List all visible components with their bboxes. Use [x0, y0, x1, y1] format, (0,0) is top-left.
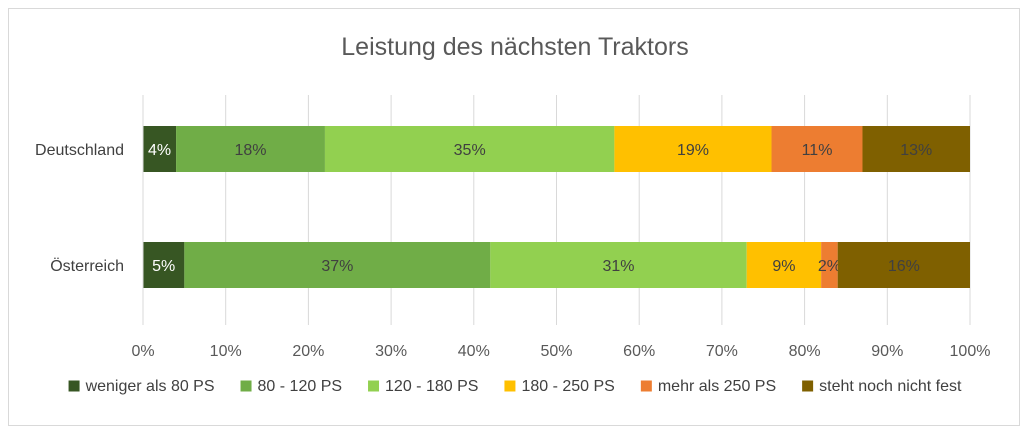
- bar-segment: [614, 126, 772, 172]
- bars: 4% 18% 35% 19% 11% 13% 5% 37% 31% 9% 2% 16%: [143, 126, 970, 288]
- bar-segment: [143, 242, 185, 288]
- legend-item: steht noch nicht fest: [802, 378, 962, 395]
- chart-title: Leistung des nächsten Traktors: [341, 33, 688, 61]
- data-label: 35%: [454, 142, 486, 159]
- x-tick-label: 100%: [950, 343, 991, 360]
- legend-item: 180 - 250 PS: [504, 378, 615, 395]
- data-label: 11%: [802, 142, 833, 159]
- chart-frame: [8, 8, 1020, 426]
- bar-segment: [746, 242, 822, 288]
- legend: weniger als 80 PS 80 - 120 PS 120 - 180 PS…: [68, 378, 962, 395]
- legend-label: steht noch nicht fest: [819, 378, 962, 395]
- legend-item: 120 - 180 PS: [368, 378, 478, 395]
- legend-swatch: [240, 380, 252, 392]
- legend-label: 120 - 180 PS: [385, 378, 478, 395]
- legend-label: 80 - 120 PS: [258, 378, 343, 395]
- data-label: 18%: [234, 142, 266, 159]
- legend-item: mehr als 250 PS: [640, 378, 776, 395]
- bar-segment: [490, 242, 747, 288]
- legend-item: 80 - 120 PS: [240, 378, 343, 395]
- bar-segment: [143, 126, 177, 172]
- data-label: 19%: [677, 142, 709, 159]
- legend-item: weniger als 80 PS: [68, 378, 215, 395]
- category-label: Deutschland: [35, 142, 124, 159]
- bar-segment: [862, 126, 970, 172]
- data-label: 4%: [148, 142, 171, 159]
- legend-swatch: [68, 380, 80, 392]
- data-label: 2%: [818, 258, 841, 275]
- legend-swatch: [504, 380, 516, 392]
- x-tick-label: 80%: [789, 343, 821, 360]
- x-tick-label: 20%: [292, 343, 324, 360]
- x-tick-label: 60%: [623, 343, 655, 360]
- x-tick-label: 0%: [131, 343, 154, 360]
- bar-segment: [324, 126, 615, 172]
- x-tick-label: 50%: [540, 343, 572, 360]
- data-label: 16%: [888, 258, 920, 275]
- data-label: 5%: [152, 258, 175, 275]
- legend-swatch: [802, 380, 814, 392]
- x-tick-label: 10%: [210, 343, 242, 360]
- bar-segment: [184, 242, 491, 288]
- x-tick-label: 90%: [871, 343, 903, 360]
- category-label: Österreich: [50, 257, 124, 275]
- bar-segment: [176, 126, 325, 172]
- data-label: 31%: [603, 258, 635, 275]
- x-tick-label: 30%: [375, 343, 407, 360]
- axes: 0% 10% 20% 30% 40% 50% 60% 70% 80% 90% 100% Deutsch…: [35, 95, 990, 360]
- legend-swatch: [640, 380, 652, 392]
- legend-label: mehr als 250 PS: [658, 378, 776, 395]
- bar-segment: [837, 242, 970, 288]
- data-label: 13%: [900, 142, 932, 159]
- legend-label: weniger als 80 PS: [85, 378, 215, 395]
- data-label: 9%: [772, 258, 795, 275]
- bar-segment: [821, 242, 838, 288]
- legend-label: 180 - 250 PS: [521, 378, 614, 395]
- bar-segment: [771, 126, 863, 172]
- data-label: 37%: [321, 258, 353, 275]
- x-tick-label: 70%: [706, 343, 738, 360]
- x-tick-label: 40%: [458, 343, 490, 360]
- legend-swatch: [368, 380, 380, 392]
